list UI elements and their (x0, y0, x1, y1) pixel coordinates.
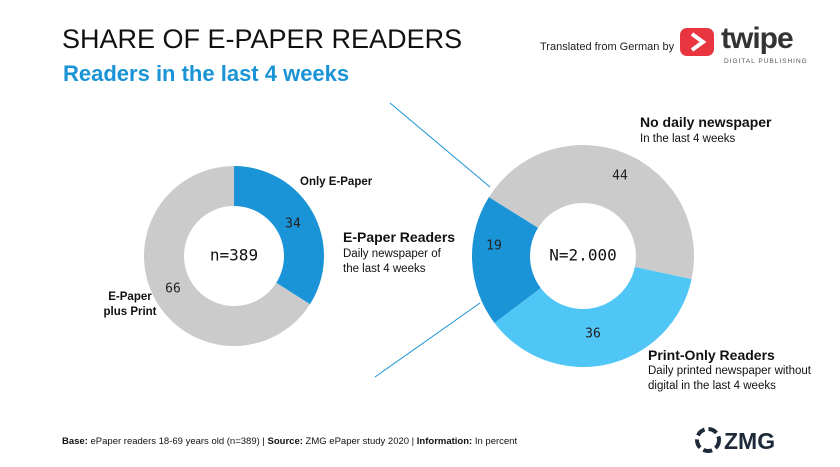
value-label: 36 (585, 327, 601, 342)
footer-part: Information: (416, 436, 473, 447)
logo-tagline: DIGITAL PUBLISHING (724, 58, 808, 65)
category-label: E-Paper plus Print (103, 291, 157, 318)
title: SHARE OF E-PAPER READERS (62, 24, 463, 54)
value-label: 34 (285, 217, 301, 232)
category-description: Daily printed newspaper without digital … (648, 365, 812, 392)
donut-segment (143, 166, 310, 346)
footer-part: Base: (62, 436, 88, 447)
credit: Translated from German by (540, 41, 675, 53)
callout-line (374, 302, 481, 378)
zmg-icon (695, 427, 721, 453)
subtitle: Readers in the last 4 weeks (63, 61, 350, 86)
donut-segment (494, 267, 692, 367)
center-label: n=389 (210, 246, 258, 265)
category-label: Only E-Paper (300, 176, 373, 188)
logo-name: twipe (721, 22, 794, 55)
donut-segment (472, 197, 541, 323)
donut-segment (234, 166, 324, 305)
twipe-icon (680, 28, 714, 56)
category-label: E-Paper Readers (343, 229, 456, 245)
value-label: 44 (612, 169, 628, 184)
callout-line (389, 102, 491, 188)
value-label: 19 (486, 239, 502, 254)
footer-part: In percent (472, 436, 518, 447)
donut-segment (488, 144, 695, 280)
center-label: N=2.000 (549, 246, 616, 265)
footer-part: ePaper readers 18-69 years old (n=389) | (87, 436, 268, 447)
category-description: In the last 4 weeks (640, 133, 736, 145)
footer: Base: ePaper readers 18-69 years old (n=… (62, 436, 517, 447)
twipe-arrow (690, 32, 707, 52)
footer-part: Source: (267, 436, 303, 447)
category-description: Daily newspaper of the last 4 weeks (343, 248, 441, 275)
footer-logo: ZMG (724, 428, 776, 454)
footer-part: ZMG ePaper study 2020 | (302, 436, 417, 447)
value-label: 66 (165, 282, 181, 297)
category-label: Print-Only Readers (648, 347, 775, 363)
category-label: No daily newspaper (640, 114, 772, 130)
